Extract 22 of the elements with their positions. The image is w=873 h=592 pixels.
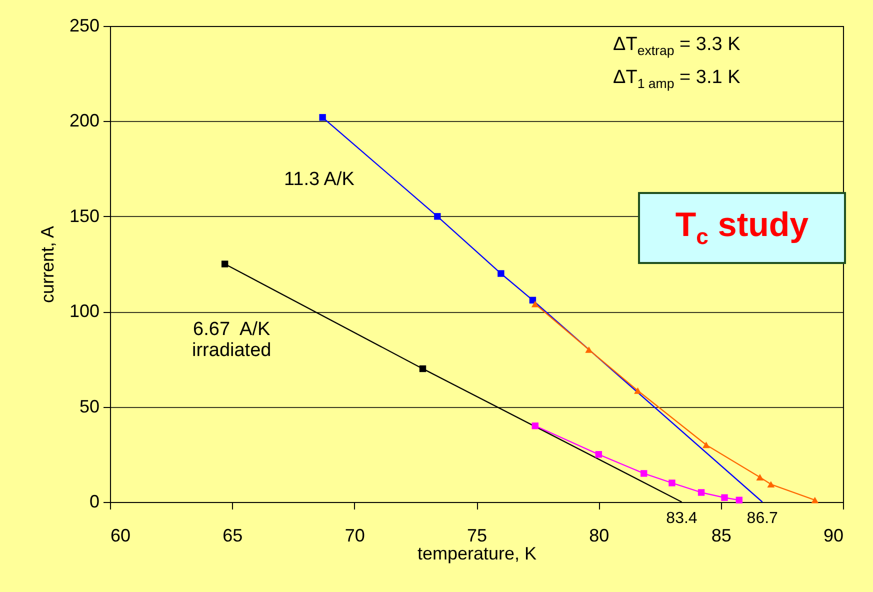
x-tick-label: 85 (711, 526, 732, 546)
y-tick-label: 50 (79, 396, 100, 416)
annotation: 86.7 (746, 510, 778, 527)
y-axis-title: current, A (37, 226, 58, 304)
x-tick-label: 60 (110, 526, 131, 546)
y-tick-label: 100 (69, 301, 100, 322)
x-tick-label: 80 (589, 526, 610, 546)
x-axis-title: temperature, K (417, 544, 537, 564)
annotation: 83.4 (666, 510, 698, 527)
x-tick-label: 65 (222, 526, 243, 546)
y-tick-label: 250 (69, 16, 100, 36)
annotation: 6.67 A/K irradiated (192, 319, 272, 362)
x-tick-label: 70 (344, 526, 365, 546)
annotation: 11.3 A/K (284, 169, 354, 191)
y-tick-label: 200 (69, 110, 100, 131)
annotation: ΔT$_{1 amp}$ = 3.1 K (613, 67, 740, 92)
x-tick-label: 75 (466, 526, 488, 546)
y-tick-label: 0 (89, 492, 100, 512)
annotation: ΔT$_{extrap}$ = 3.3 K (613, 34, 740, 58)
y-tick-label: 150 (69, 206, 100, 226)
text: T$_{c}$ study (675, 206, 809, 250)
x-tick-label: 90 (823, 526, 844, 546)
